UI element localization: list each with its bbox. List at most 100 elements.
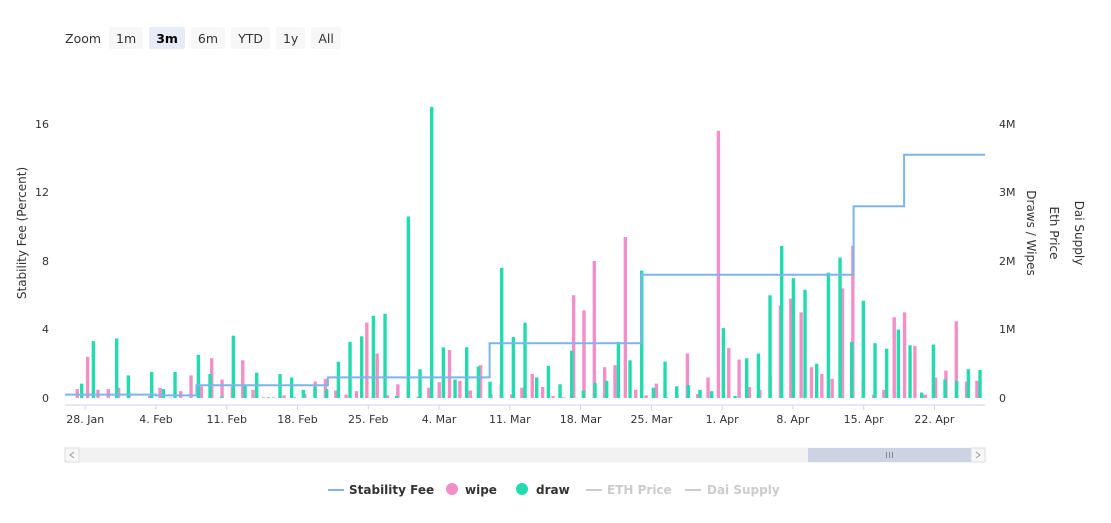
draw-bar [733,395,737,398]
draw-bar [80,383,84,398]
draw-bar [511,337,516,398]
x-tick-label: 4. Mar [422,413,457,426]
draw-bar [966,369,971,398]
wipe-bar [468,390,472,398]
wipe-bar [75,389,79,398]
draw-bar [885,348,889,398]
draw-bar [861,300,866,398]
wipe-bar [737,359,741,398]
wipe-bar [747,387,752,398]
draw-bar [441,347,446,398]
bars-layer [75,106,982,399]
wipe-bar [354,391,359,398]
wipe-bar [975,380,979,399]
draw-bar [383,313,387,398]
wipe-bar [964,381,969,398]
legend-circle-icon [516,483,528,495]
legend-label: Stability Fee [349,483,434,497]
zoom-label: Zoom [65,30,102,46]
wipe-bar [437,382,441,398]
zoom-3m-button[interactable]: 3m [149,27,185,49]
wipe-bar [540,387,545,398]
wipe-bar [447,350,452,398]
draw-bar [371,315,376,398]
zoom-ytd-button[interactable]: YTD [231,27,270,49]
draw-bar [698,389,702,398]
wipe-bar [602,367,607,398]
wipe-bar [478,365,483,398]
wipe-bar [251,389,255,398]
legend-item-dai-supply[interactable]: Dai Supply [685,483,780,497]
wipe-bar [261,397,266,398]
wipe-bar [220,379,224,398]
wipe-bar [571,295,576,398]
wipe-bar [520,387,524,398]
x-tick-label: 8. Apr [776,413,809,426]
legend-item-stability-fee[interactable]: Stability Fee [328,483,434,497]
legend-item-eth-price[interactable]: ETH Price [586,483,672,497]
wipe-bar [458,380,462,399]
y-right-tick: 2M [999,255,1016,268]
zoom-6m-button[interactable]: 6m [190,27,226,49]
wipe-bar [199,386,204,398]
y-right-tick: 0 [999,392,1006,405]
draw-bar [243,385,247,398]
draw-bar [220,396,224,398]
legend-label: ETH Price [607,483,672,497]
legend-item-draw[interactable]: draw [516,483,570,497]
draw-bar [908,345,912,398]
wipe-bar [147,395,152,398]
wipe-bar [106,389,111,398]
wipe-bar [509,394,514,398]
x-tick-label: 18. Mar [560,413,602,426]
wipe-bar [716,130,721,398]
draw-bar [488,381,492,398]
wipe-bar [365,322,369,398]
draw-bar [616,341,621,398]
draw-bar [605,380,609,399]
wipe-bar [644,395,648,398]
scrollbar-left-button[interactable] [64,447,80,463]
zoom-1y-button[interactable]: 1y [275,27,306,49]
draw-bar [196,354,201,398]
zoom-all-button[interactable]: All [311,27,341,49]
draw-bar [161,389,166,398]
draw-bar [593,382,597,398]
x-tick-label: 1. Apr [706,413,739,426]
wipe-bar [592,261,597,398]
draw-bar [266,397,271,398]
draw-bar [628,360,632,398]
stability-fee-line [65,153,985,397]
wipe-bar [189,375,193,398]
x-tick-label: 11. Feb [207,413,247,426]
wipe-bar [375,353,379,398]
draw-bar [651,387,656,398]
y-left-tick: 16 [35,118,49,131]
wipe-bar [396,384,400,398]
wipe-bar [551,395,555,398]
navigator-scrollbar[interactable] [64,447,986,463]
draw-bar [838,257,842,398]
wipe-bar [158,387,162,398]
y-axis-left-title: Stability Fee (Percent) [15,167,29,299]
draw-bar [791,278,796,399]
scrollbar-grip-icon [886,452,893,458]
x-tick-label: 25. Feb [348,413,388,426]
draw-bar [920,392,924,398]
legend-item-wipe[interactable]: wipe [446,483,497,497]
zoom-1m-button[interactable]: 1m [109,27,144,49]
wipe-bar [902,312,907,399]
wipe-bar [913,345,917,398]
x-axis-ticks: 28. Jan 4. Feb 11. Feb 18. Feb 25. Feb 4. Mar… [66,405,955,426]
legend-label: draw [536,483,570,497]
draw-bar [756,353,761,398]
draw-bar [780,245,784,398]
zoom-selector: Zoom 1m 3m 6m YTD 1y All [65,27,341,49]
y-right-tick: 4M [999,118,1016,131]
wipe-bar [116,387,121,398]
wipe-bar [427,387,431,398]
scrollbar-right-button[interactable] [970,447,986,463]
wipe-bar [561,397,566,398]
y-right-tick: 1M [999,323,1016,336]
draw-bar [476,366,481,398]
